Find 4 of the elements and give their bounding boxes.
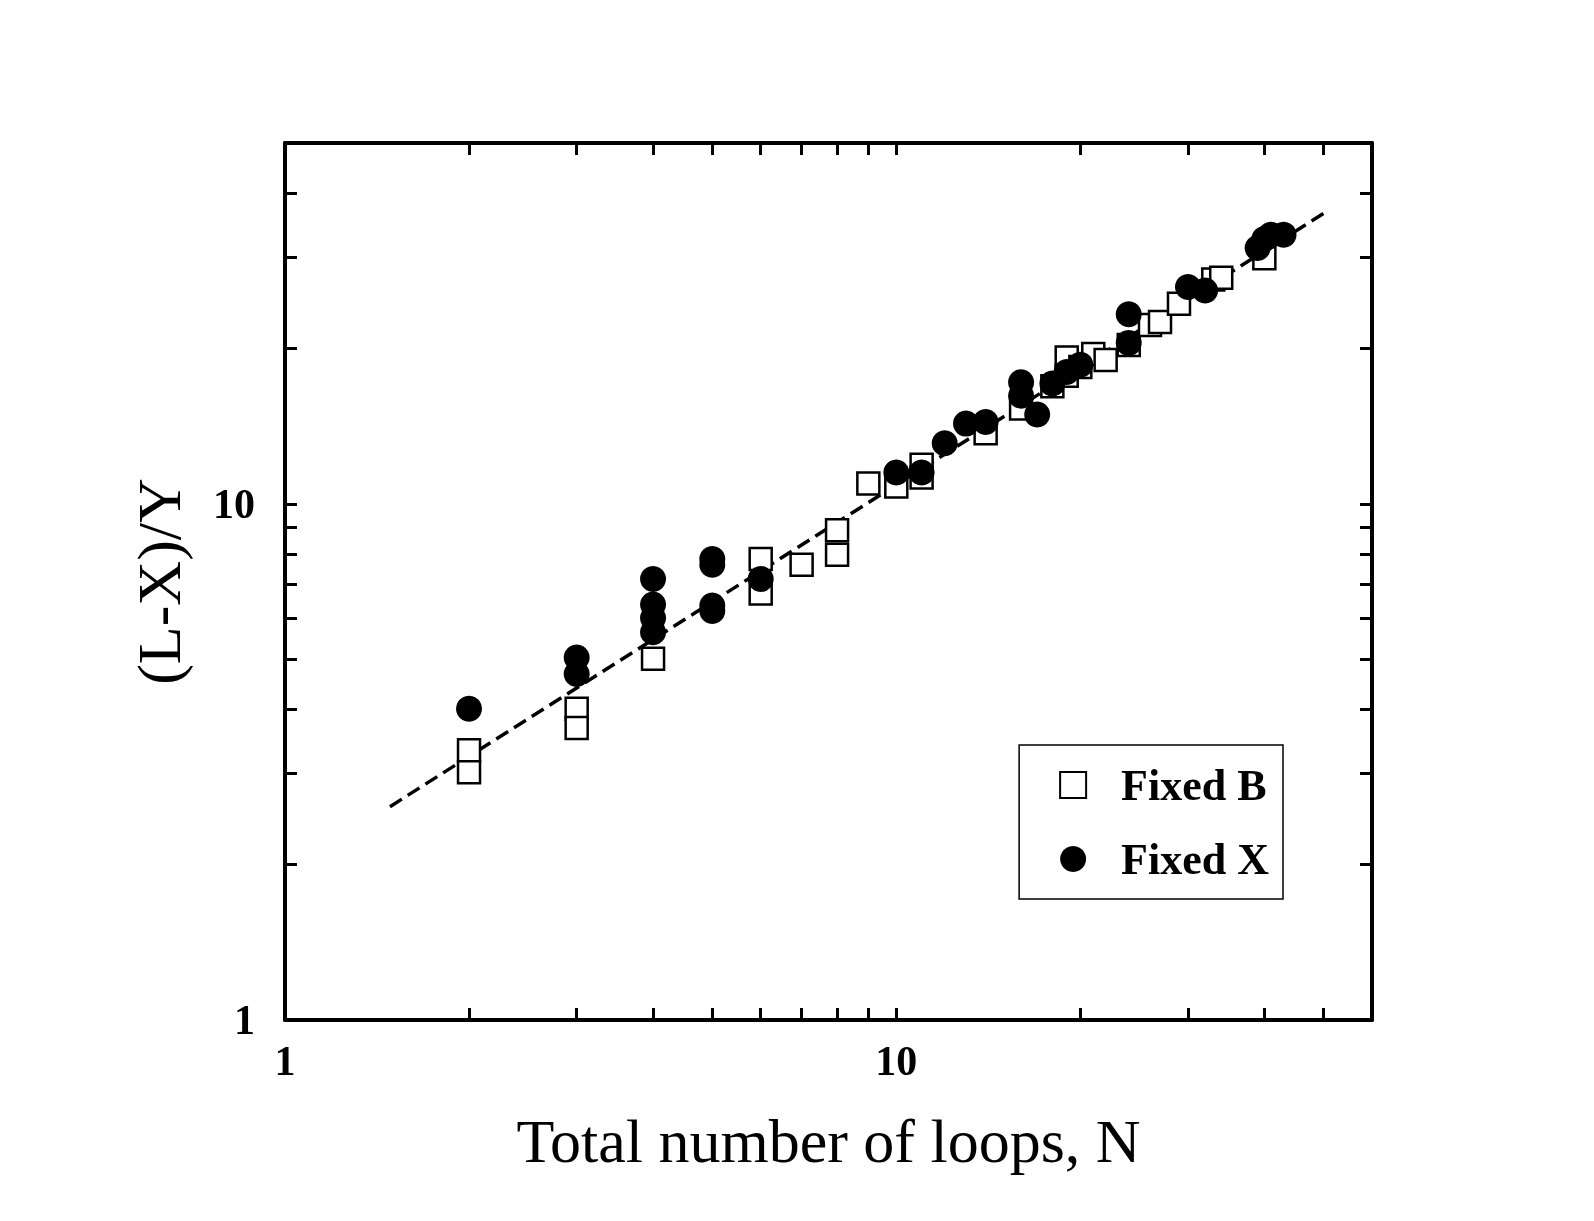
x-axis-title: Total number of loops, N bbox=[516, 1107, 1141, 1175]
y-axis-title: (L-X)/Y bbox=[125, 478, 194, 685]
legend-label: Fixed B bbox=[1121, 760, 1267, 810]
legend-label: Fixed X bbox=[1121, 834, 1270, 884]
